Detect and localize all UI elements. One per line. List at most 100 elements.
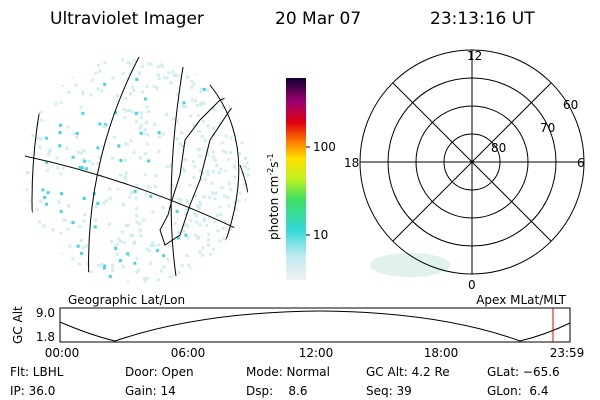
speckle bbox=[157, 134, 161, 138]
speckle bbox=[82, 197, 86, 201]
speckle bbox=[62, 218, 66, 222]
speckle bbox=[102, 201, 106, 205]
speckle bbox=[45, 160, 49, 164]
speckle bbox=[173, 73, 177, 77]
speckle bbox=[134, 120, 138, 124]
speckle bbox=[229, 136, 233, 140]
speckle bbox=[145, 142, 149, 146]
polar-label: 6 bbox=[577, 156, 585, 170]
speckle bbox=[176, 120, 180, 124]
speckle bbox=[67, 204, 71, 208]
speckle bbox=[139, 131, 143, 135]
speckle bbox=[180, 131, 184, 135]
speckle bbox=[166, 164, 170, 168]
speckle bbox=[101, 144, 105, 148]
speckle bbox=[194, 214, 198, 218]
speckle bbox=[206, 88, 210, 92]
speckle bbox=[67, 90, 71, 94]
speckle bbox=[181, 167, 185, 171]
speckle bbox=[45, 136, 49, 140]
speckle bbox=[211, 191, 215, 195]
speckle bbox=[113, 244, 117, 248]
speckle bbox=[139, 124, 143, 128]
speckle bbox=[244, 114, 248, 118]
speckle bbox=[237, 261, 241, 265]
speckle bbox=[133, 261, 137, 265]
speckle bbox=[221, 227, 225, 231]
speckle bbox=[155, 249, 159, 253]
speckle bbox=[222, 237, 226, 241]
speckle bbox=[199, 101, 203, 105]
speckle bbox=[184, 60, 188, 64]
orbit-x-label: 06:00 bbox=[171, 346, 206, 360]
speckle bbox=[129, 62, 133, 66]
info-field: GLat: −65.6 bbox=[487, 365, 560, 379]
speckle bbox=[135, 256, 139, 260]
speckle bbox=[236, 107, 240, 111]
speckle bbox=[143, 97, 147, 101]
speckle bbox=[129, 92, 133, 96]
speckle bbox=[51, 228, 55, 232]
speckle bbox=[41, 246, 45, 250]
speckle bbox=[168, 275, 172, 279]
speckle bbox=[102, 124, 106, 128]
speckle bbox=[45, 168, 49, 172]
speckle bbox=[227, 182, 231, 186]
speckle bbox=[171, 70, 175, 74]
speckle bbox=[139, 111, 143, 115]
speckle bbox=[162, 132, 166, 136]
speckle bbox=[117, 237, 121, 241]
speckle bbox=[139, 234, 143, 238]
speckle bbox=[232, 271, 236, 275]
speckle bbox=[140, 64, 144, 68]
speckle bbox=[147, 159, 151, 163]
speckle bbox=[79, 238, 83, 242]
info-field: Seq: 39 bbox=[366, 384, 412, 398]
speckle bbox=[83, 213, 87, 217]
speckle bbox=[119, 239, 123, 243]
speckle bbox=[45, 202, 49, 206]
speckle bbox=[152, 244, 156, 248]
speckle bbox=[82, 149, 86, 153]
speckle bbox=[176, 197, 180, 201]
speckle bbox=[198, 223, 202, 227]
speckle bbox=[243, 89, 247, 93]
speckle bbox=[128, 195, 132, 199]
speckle bbox=[190, 86, 194, 90]
speckle bbox=[176, 92, 180, 96]
speckle bbox=[49, 73, 53, 77]
speckle bbox=[176, 280, 180, 283]
speckle bbox=[43, 195, 47, 199]
speckle bbox=[233, 175, 237, 179]
speckle bbox=[155, 86, 159, 90]
speckle bbox=[145, 247, 149, 251]
speckle bbox=[66, 125, 70, 129]
speckle bbox=[161, 64, 165, 68]
speckle bbox=[86, 262, 90, 266]
speckle bbox=[198, 129, 202, 133]
speckle bbox=[147, 62, 151, 66]
speckle bbox=[130, 110, 134, 114]
info-field: GLon: 6.4 bbox=[487, 384, 548, 398]
speckle bbox=[157, 77, 161, 81]
speckle bbox=[85, 244, 89, 248]
colorbar-label: 10 bbox=[313, 228, 328, 242]
speckle bbox=[193, 99, 197, 103]
speckle bbox=[184, 207, 188, 211]
speckle bbox=[81, 90, 85, 94]
speckle bbox=[87, 159, 91, 163]
speckle bbox=[206, 238, 210, 242]
speckle bbox=[206, 173, 210, 177]
speckle bbox=[58, 69, 62, 73]
speckle bbox=[210, 68, 214, 72]
speckle bbox=[37, 102, 41, 106]
colorbar-label: 100 bbox=[313, 140, 336, 154]
speckle bbox=[65, 146, 69, 150]
speckle bbox=[195, 220, 199, 224]
speckle bbox=[190, 80, 194, 84]
speckle bbox=[197, 148, 201, 152]
speckle bbox=[233, 251, 237, 255]
speckle bbox=[247, 167, 250, 171]
speckle bbox=[165, 113, 169, 117]
